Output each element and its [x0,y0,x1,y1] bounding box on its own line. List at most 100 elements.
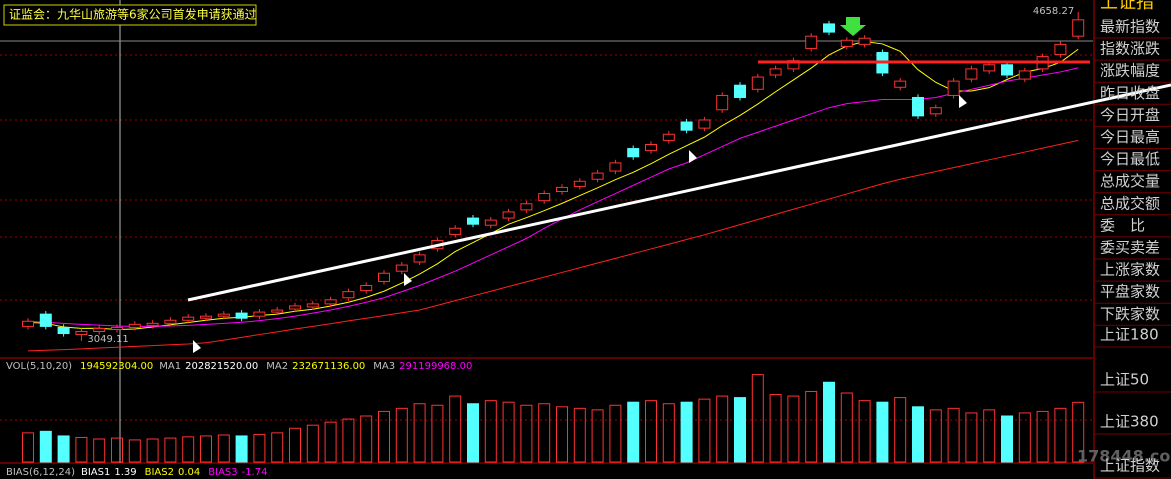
candle-body [395,264,408,272]
volume-bar [983,409,996,463]
candle-body [253,311,266,317]
panel-index: 上证指数 [1100,457,1160,475]
volume-bar [662,403,675,463]
panel-item: 涨跌幅度 [1100,62,1160,80]
candle-body [947,80,960,96]
candle-body [1054,43,1067,56]
trend-line[interactable] [187,83,1171,302]
volume-ma-value: 202821520.00 [185,361,258,372]
candle-body [627,148,640,158]
bias-name: BIAS3 [208,467,237,478]
candle-body [235,312,248,319]
candle-body [502,211,515,219]
high-label: 4658.27 [1033,6,1074,17]
volume-bar [680,401,693,463]
ma-line [27,67,1079,327]
volume-bar [484,400,497,463]
candle-body [1072,19,1085,37]
candle-body [164,319,177,324]
volume-bar [769,394,782,463]
volume-bar [449,395,462,463]
panel-item: 平盘家数 [1100,283,1160,301]
volume-bar [431,404,444,463]
candle-body [306,303,319,308]
annotation: 证监会：九华山旅游等6家公司首发申请获通过 [9,7,257,22]
panel-item: 今日最高 [1100,128,1160,146]
volume-ma-name: MA2 [266,361,288,372]
panel-item: 昨日收盘 [1100,84,1160,102]
candle-body [929,107,942,115]
candle-body [360,285,373,292]
bias-value: 0.04 [178,467,200,478]
volume-bar [271,432,284,463]
panel-item: 下跌家数 [1100,305,1160,323]
volume-bar [556,406,568,463]
volume-bar [378,410,390,463]
candle-body [1001,64,1013,76]
volume-bar [716,395,729,463]
candle-body [111,326,123,330]
volume-bar [645,400,657,463]
side-panel: 上证指最新指数指数涨跌涨跌幅度昨日收盘今日开盘今日最高今日最低总成交量总成交额委… [1095,0,1171,479]
bias-name: BIAS2 [145,467,174,478]
bias-value: -1.74 [242,467,268,478]
candle-body [289,305,301,310]
volume-bar [965,412,978,463]
volume-bar [93,438,106,463]
volume-bar [894,397,907,463]
volume-bar [502,401,515,463]
cursor-arrow [193,340,201,353]
volume-bar [128,439,141,463]
volume-bar [182,436,195,463]
volume-bar [289,427,301,463]
volume-bar [217,434,230,463]
cursor-arrow [689,150,697,163]
candle-body [751,76,764,90]
candle-body [556,186,568,192]
volume-bar [75,436,88,463]
candle-body [698,119,711,129]
volume-bar [200,435,212,463]
candle-body [573,180,586,187]
candle-body [716,94,729,111]
candle-body [538,193,551,202]
volume-bar [876,401,889,463]
candle-body [734,84,746,98]
candle-body [146,322,159,326]
panel-item: 总成交量 [1100,172,1160,190]
bias-value: 1.39 [114,467,136,478]
candle-body [342,291,355,299]
volume-bar [22,432,34,463]
candle-body [769,68,782,76]
volume-bar [1054,407,1067,463]
candle-body [858,37,871,45]
volume-bar [787,395,800,463]
signal-arrow [840,17,866,36]
volume-bar [413,403,426,463]
candle-body [39,313,52,327]
volume-bar [805,390,818,463]
candle-body [271,309,284,313]
volume-bar [146,438,159,463]
volume-bar [164,437,177,463]
candle-body [413,254,426,263]
volume-bar [858,400,871,463]
candle-body [449,227,462,235]
volume-title: VOL(5,10,20) [6,361,72,372]
candle-body [591,172,604,180]
volume-bar [1018,412,1031,463]
volume-bar [840,392,853,463]
panel-item: 总成交额 [1100,194,1160,212]
bias-name: BIAS1 [81,467,110,478]
candle-body [484,219,497,226]
low-label: 3049.11 [87,334,128,345]
volume-bar [111,437,123,463]
candle-body [609,162,622,172]
volume-bar [467,403,479,463]
candle-body [840,39,853,47]
panel-index: 上证50 [1100,371,1149,389]
volume-bar [947,407,960,463]
candle-body [894,80,907,88]
grid [0,54,1093,421]
